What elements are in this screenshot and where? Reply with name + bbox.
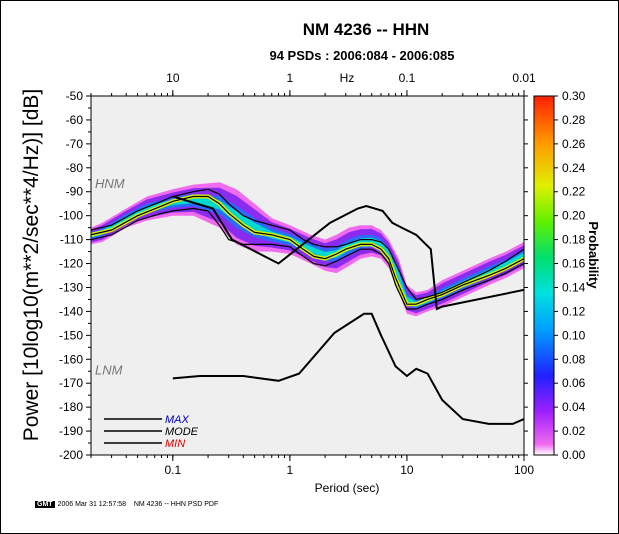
top-tick-label: 10 — [166, 71, 180, 85]
hnm-label: HNM — [95, 176, 125, 191]
colorbar-tick-label: 0.26 — [562, 137, 586, 151]
colorbar-tick-label: 0.18 — [562, 233, 586, 247]
x-tick-label: 1 — [287, 463, 294, 477]
x-tick-label: 10 — [400, 463, 414, 477]
noise-model-high — [172, 195, 524, 311]
colorbar-tick-label: 0.14 — [562, 280, 586, 294]
y-tick-label: -80 — [66, 161, 84, 175]
colorbar-label: Probability — [586, 221, 601, 289]
y-tick-label: -50 — [66, 89, 84, 103]
top-tick-label: 1 — [287, 71, 294, 85]
colorbar-tick-label: 0.04 — [562, 400, 586, 414]
y-tick-label: -100 — [59, 209, 83, 223]
colorbar-tick-label: 0.02 — [562, 424, 586, 438]
colorbar-tick-label: 0.20 — [562, 209, 586, 223]
series-line-mode — [91, 195, 524, 305]
colorbar-tick-label: 0.00 — [562, 448, 586, 462]
series-line-max — [91, 188, 524, 301]
lnm-label: LNM — [95, 363, 123, 378]
y-tick-label: -190 — [59, 424, 83, 438]
top-tick-label: 0.1 — [399, 71, 416, 85]
colorbar-tick-label: 0.16 — [562, 257, 586, 271]
colorbar-tick-label: 0.22 — [562, 185, 586, 199]
legend-label-min: MIN — [165, 438, 185, 450]
footer: GMT 2006 Mar 31 12:57:58 NM 4236 -- HHN P… — [35, 501, 218, 508]
y-tick-label: -110 — [60, 233, 83, 247]
x-tick-label: 100 — [514, 463, 534, 477]
y-tick-label: -120 — [59, 257, 83, 271]
colorbar-tick-label: 0.12 — [562, 304, 586, 318]
plot-background — [91, 96, 524, 455]
legend-label-mode: MODE — [165, 426, 199, 438]
colorbar-tick-label: 0.28 — [562, 113, 586, 127]
chart-subtitle: 94 PSDs : 2006:084 - 2006:085 — [269, 48, 454, 63]
colorbar-tick-label: 0.10 — [562, 328, 586, 342]
colorbar-tick-label: 0.06 — [562, 376, 586, 390]
y-tick-label: -140 — [59, 304, 83, 318]
colorbar-tick-label: 0.30 — [562, 89, 586, 103]
y-tick-label: -200 — [59, 448, 83, 462]
footer-caption: NM 4236 -- HHN PSD PDF — [133, 501, 219, 508]
chart-title: NM 4236 -- HHN — [303, 20, 430, 39]
top-axis-label: Hz — [340, 71, 355, 85]
top-tick-label: 0.01 — [512, 71, 536, 85]
colorbar-tick-label: 0.08 — [562, 352, 586, 366]
y-tick-label: -90 — [66, 185, 84, 199]
gmt-logo: GMT — [35, 501, 55, 508]
x-axis-label: Period (sec) — [315, 481, 380, 495]
y-tick-label: -160 — [59, 352, 83, 366]
series-line-min — [91, 207, 524, 310]
y-tick-label: -150 — [59, 328, 83, 342]
y-tick-label: -60 — [66, 113, 84, 127]
footer-timestamp: 2006 Mar 31 12:57:58 — [57, 501, 127, 508]
y-tick-label: -130 — [59, 280, 83, 294]
legend-label-max: MAX — [165, 414, 190, 426]
colorbar — [533, 95, 555, 456]
noise-model-low — [172, 312, 524, 425]
x-tick-label: 0.1 — [164, 463, 181, 477]
y-axis-label: Power [10log10(m**2/sec**4/Hz)] [dB] — [20, 89, 43, 442]
y-tick-label: -170 — [59, 376, 83, 390]
y-tick-label: -180 — [59, 400, 83, 414]
y-tick-label: -70 — [66, 137, 84, 151]
colorbar-tick-label: 0.24 — [562, 161, 586, 175]
